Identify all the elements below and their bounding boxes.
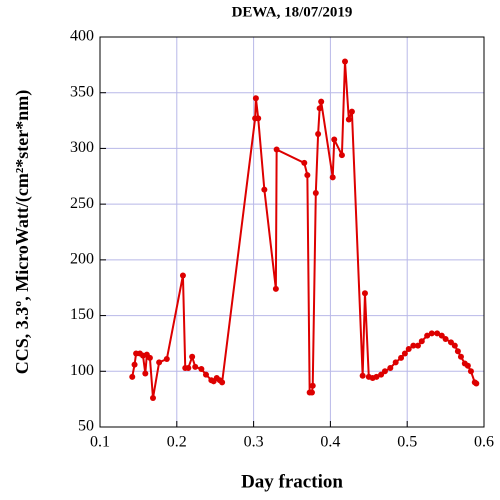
y-tick-label: 300	[70, 139, 94, 156]
data-point	[361, 290, 368, 297]
data-point	[473, 380, 480, 387]
data-point	[304, 172, 311, 179]
y-tick-label: 200	[70, 251, 94, 268]
data-point	[454, 348, 461, 355]
data-point	[329, 174, 336, 181]
data-point	[424, 332, 431, 339]
data-point	[316, 105, 323, 112]
data-point	[142, 370, 149, 377]
data-point	[185, 364, 192, 371]
y-axis-label: CCS, 3.3º, MicroWatt/(cm²*ster*nm)	[12, 90, 33, 374]
data-point	[156, 359, 163, 366]
x-axis-label: Day fraction	[241, 471, 343, 492]
data-point	[467, 368, 474, 375]
data-point	[131, 361, 138, 368]
data-point	[348, 108, 355, 115]
data-point	[359, 372, 366, 379]
x-tick-label: 0.4	[320, 434, 340, 451]
data-point	[301, 159, 308, 166]
data-point	[381, 368, 388, 375]
y-tick-label: 150	[70, 306, 94, 323]
y-tick-label: 350	[70, 83, 94, 100]
data-point	[273, 146, 280, 153]
data-point	[202, 371, 209, 378]
data-point	[405, 346, 412, 352]
data-point	[442, 335, 449, 342]
data-point	[315, 130, 322, 137]
y-tick-label: 100	[70, 362, 94, 379]
data-point	[189, 353, 196, 360]
data-point	[192, 363, 199, 370]
data-point	[410, 342, 417, 349]
data-point	[261, 186, 268, 193]
x-tick-label: 0.2	[167, 434, 187, 451]
data-point	[198, 366, 205, 373]
data-point	[308, 389, 315, 396]
y-tick-label: 400	[70, 28, 94, 45]
data-point	[373, 373, 380, 380]
data-point	[418, 338, 425, 345]
data-point	[149, 395, 156, 402]
data-point	[345, 116, 352, 123]
data-point	[312, 190, 319, 196]
data-point	[341, 58, 348, 65]
data-point	[387, 364, 394, 371]
y-tick-label: 250	[70, 195, 94, 212]
chart-title: DEWA, 18/07/2019	[232, 4, 353, 20]
data-point	[219, 379, 226, 386]
data-point	[255, 115, 262, 122]
data-point	[146, 354, 153, 361]
data-point	[457, 353, 464, 360]
x-tick-label: 0.6	[474, 434, 494, 451]
data-point	[464, 362, 471, 369]
data-point	[129, 373, 136, 380]
x-tick-label: 0.1	[90, 434, 110, 451]
data-point	[338, 152, 345, 159]
data-point	[428, 330, 435, 337]
data-point	[398, 354, 405, 361]
data-point	[451, 342, 458, 349]
data-point	[309, 382, 316, 389]
y-tick-label: 50	[78, 418, 94, 435]
data-line	[131, 61, 477, 399]
x-tick-label: 0.5	[397, 434, 417, 451]
data-point	[179, 272, 186, 279]
data-point	[318, 98, 325, 105]
data-point	[252, 95, 259, 102]
data-point	[163, 356, 170, 363]
data-point	[272, 285, 279, 292]
data-point	[331, 136, 338, 143]
plot-frame	[99, 36, 485, 428]
data-point	[401, 350, 408, 357]
x-tick-label: 0.3	[244, 434, 264, 451]
data-point	[434, 330, 441, 337]
data-point	[414, 342, 421, 349]
data-point	[392, 359, 399, 366]
